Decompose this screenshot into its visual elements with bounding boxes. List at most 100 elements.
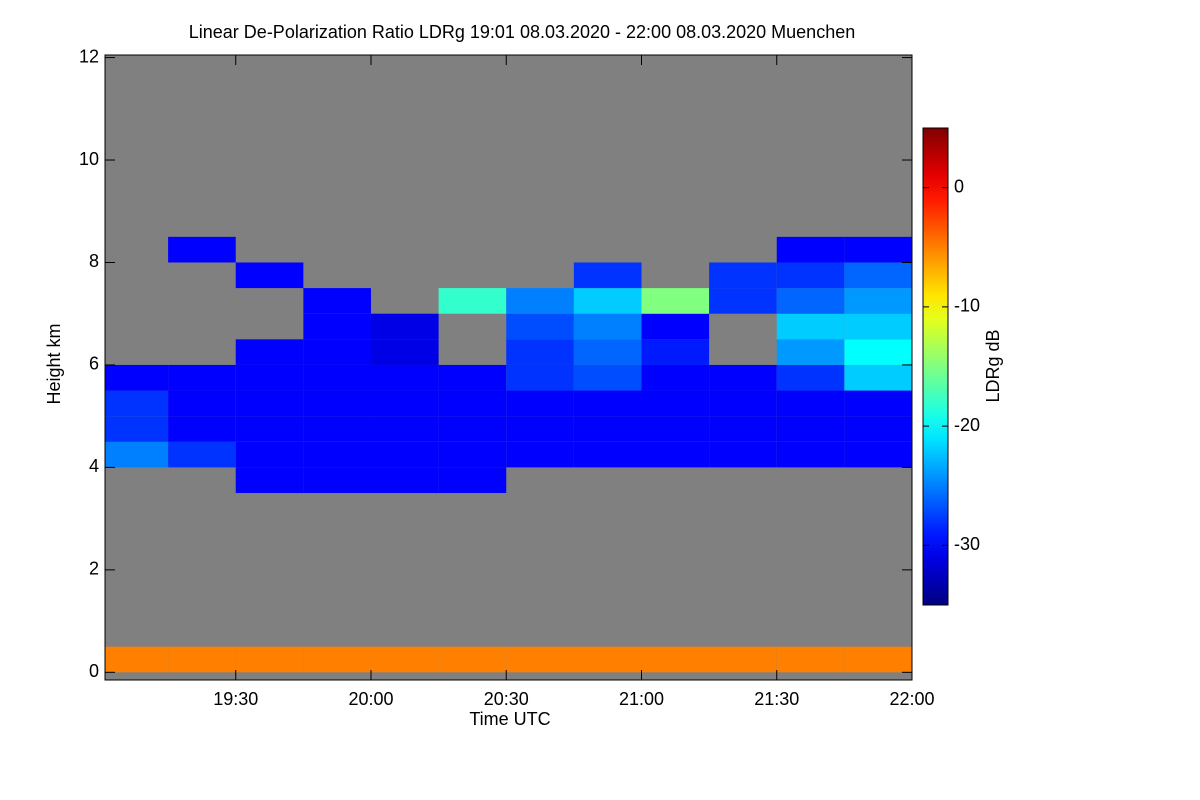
heatmap-cell [776, 364, 845, 391]
x-tick-label: 21:30 [754, 689, 799, 709]
heatmap-cell [776, 390, 845, 417]
heatmap-cell [709, 646, 777, 673]
heatmap-cell [235, 390, 304, 417]
heatmap-cell [370, 441, 439, 468]
heatmap-cell [844, 390, 912, 417]
heatmap-cell [709, 416, 777, 442]
colorbar-tick-label: -20 [954, 415, 980, 435]
heatmap-cell [573, 390, 642, 417]
heatmap-cell [235, 262, 304, 289]
x-tick-label: 20:30 [484, 689, 529, 709]
heatmap-cell [641, 646, 710, 673]
colorbar-tick-label: -10 [954, 296, 980, 316]
heatmap-cell [168, 441, 236, 468]
y-tick-label: 0 [89, 661, 99, 681]
heatmap-cell [506, 288, 574, 314]
colorbar [922, 127, 949, 606]
heatmap-cell [844, 416, 912, 442]
x-tick-label: 21:00 [619, 689, 664, 709]
heatmap-cell [438, 467, 507, 494]
heatmap-cell [303, 467, 371, 494]
heatmap-cell [844, 313, 912, 340]
heatmap-cell [641, 364, 710, 391]
heatmap-cell [506, 416, 574, 442]
heatmap-cell [573, 416, 642, 442]
heatmap-cell [370, 390, 439, 417]
heatmap-cell [303, 313, 371, 340]
heatmap-cell [573, 288, 642, 314]
y-tick-label: 12 [79, 46, 99, 66]
heatmap-cell [105, 390, 169, 417]
heatmap-cell [370, 646, 439, 673]
heatmap-cell [168, 646, 236, 673]
heatmap-cell [303, 416, 371, 442]
heatmap-cell [573, 646, 642, 673]
heatmap-cell [776, 646, 845, 673]
heatmap-cell [709, 288, 777, 314]
heatmap-cell [168, 416, 236, 442]
heatmap-cell [776, 339, 845, 365]
heatmap-cell [235, 339, 304, 365]
heatmap-cell [370, 364, 439, 391]
y-tick-label: 4 [89, 456, 99, 476]
heatmap-cell [303, 288, 371, 314]
heatmap-cell [370, 467, 439, 494]
heatmap-cell [303, 339, 371, 365]
heatmap-cell [438, 416, 507, 442]
heatmap-cell [844, 236, 912, 263]
y-tick-label: 10 [79, 149, 99, 169]
heatmap-cell [506, 339, 574, 365]
heatmap-cell [235, 441, 304, 468]
heatmap-cell [844, 646, 912, 673]
heatmap-cell [573, 441, 642, 468]
heatmap-cell [506, 646, 574, 673]
heatmap-cell [641, 441, 710, 468]
heatmap-cell [235, 646, 304, 673]
heatmap-cell [370, 339, 439, 365]
heatmap-cell [573, 262, 642, 289]
heatmap-cell [303, 390, 371, 417]
colorbar-tick-label: -30 [954, 534, 980, 554]
heatmap-cell [168, 236, 236, 263]
heatmap-cell [844, 262, 912, 289]
heatmap-cell [641, 390, 710, 417]
heatmap-cell [105, 646, 169, 673]
heatmap-cell [438, 288, 507, 314]
heatmap-cell [776, 313, 845, 340]
heatmap-cell [641, 313, 710, 340]
heatmap-cell [776, 441, 845, 468]
heatmap-cell [573, 364, 642, 391]
heatmap-cell [506, 441, 574, 468]
heatmap-cell [438, 441, 507, 468]
y-tick-label: 2 [89, 559, 99, 579]
colorbar-label: LDRg dB [983, 329, 1003, 402]
heatmap-cell [235, 364, 304, 391]
heatmap-cell [303, 646, 371, 673]
heatmap-cell [303, 441, 371, 468]
y-axis-label: Height km [44, 323, 64, 404]
heatmap-cell [506, 390, 574, 417]
heatmap-cell [776, 262, 845, 289]
heatmap-cell [776, 416, 845, 442]
y-tick-label: 8 [89, 251, 99, 271]
heatmap-cell [438, 646, 507, 673]
heatmap-cell [168, 390, 236, 417]
heatmap-cell [506, 364, 574, 391]
heatmap-cell [105, 416, 169, 442]
y-tick-label: 6 [89, 354, 99, 374]
heatmap-cell [370, 313, 439, 340]
heatmap-cell [641, 288, 710, 314]
plot-frame [104, 54, 913, 681]
heatmap-cell [235, 467, 304, 494]
heatmap-cell [105, 364, 169, 391]
heatmap-cell [844, 339, 912, 365]
x-tick-label: 20:00 [348, 689, 393, 709]
heatmap-cell [506, 313, 574, 340]
x-tick-label: 19:30 [213, 689, 258, 709]
heatmap-cell [438, 390, 507, 417]
heatmap-cell [776, 236, 845, 263]
x-tick-label: 22:00 [889, 689, 934, 709]
heatmap-cell [303, 364, 371, 391]
heatmap-cell [573, 339, 642, 365]
